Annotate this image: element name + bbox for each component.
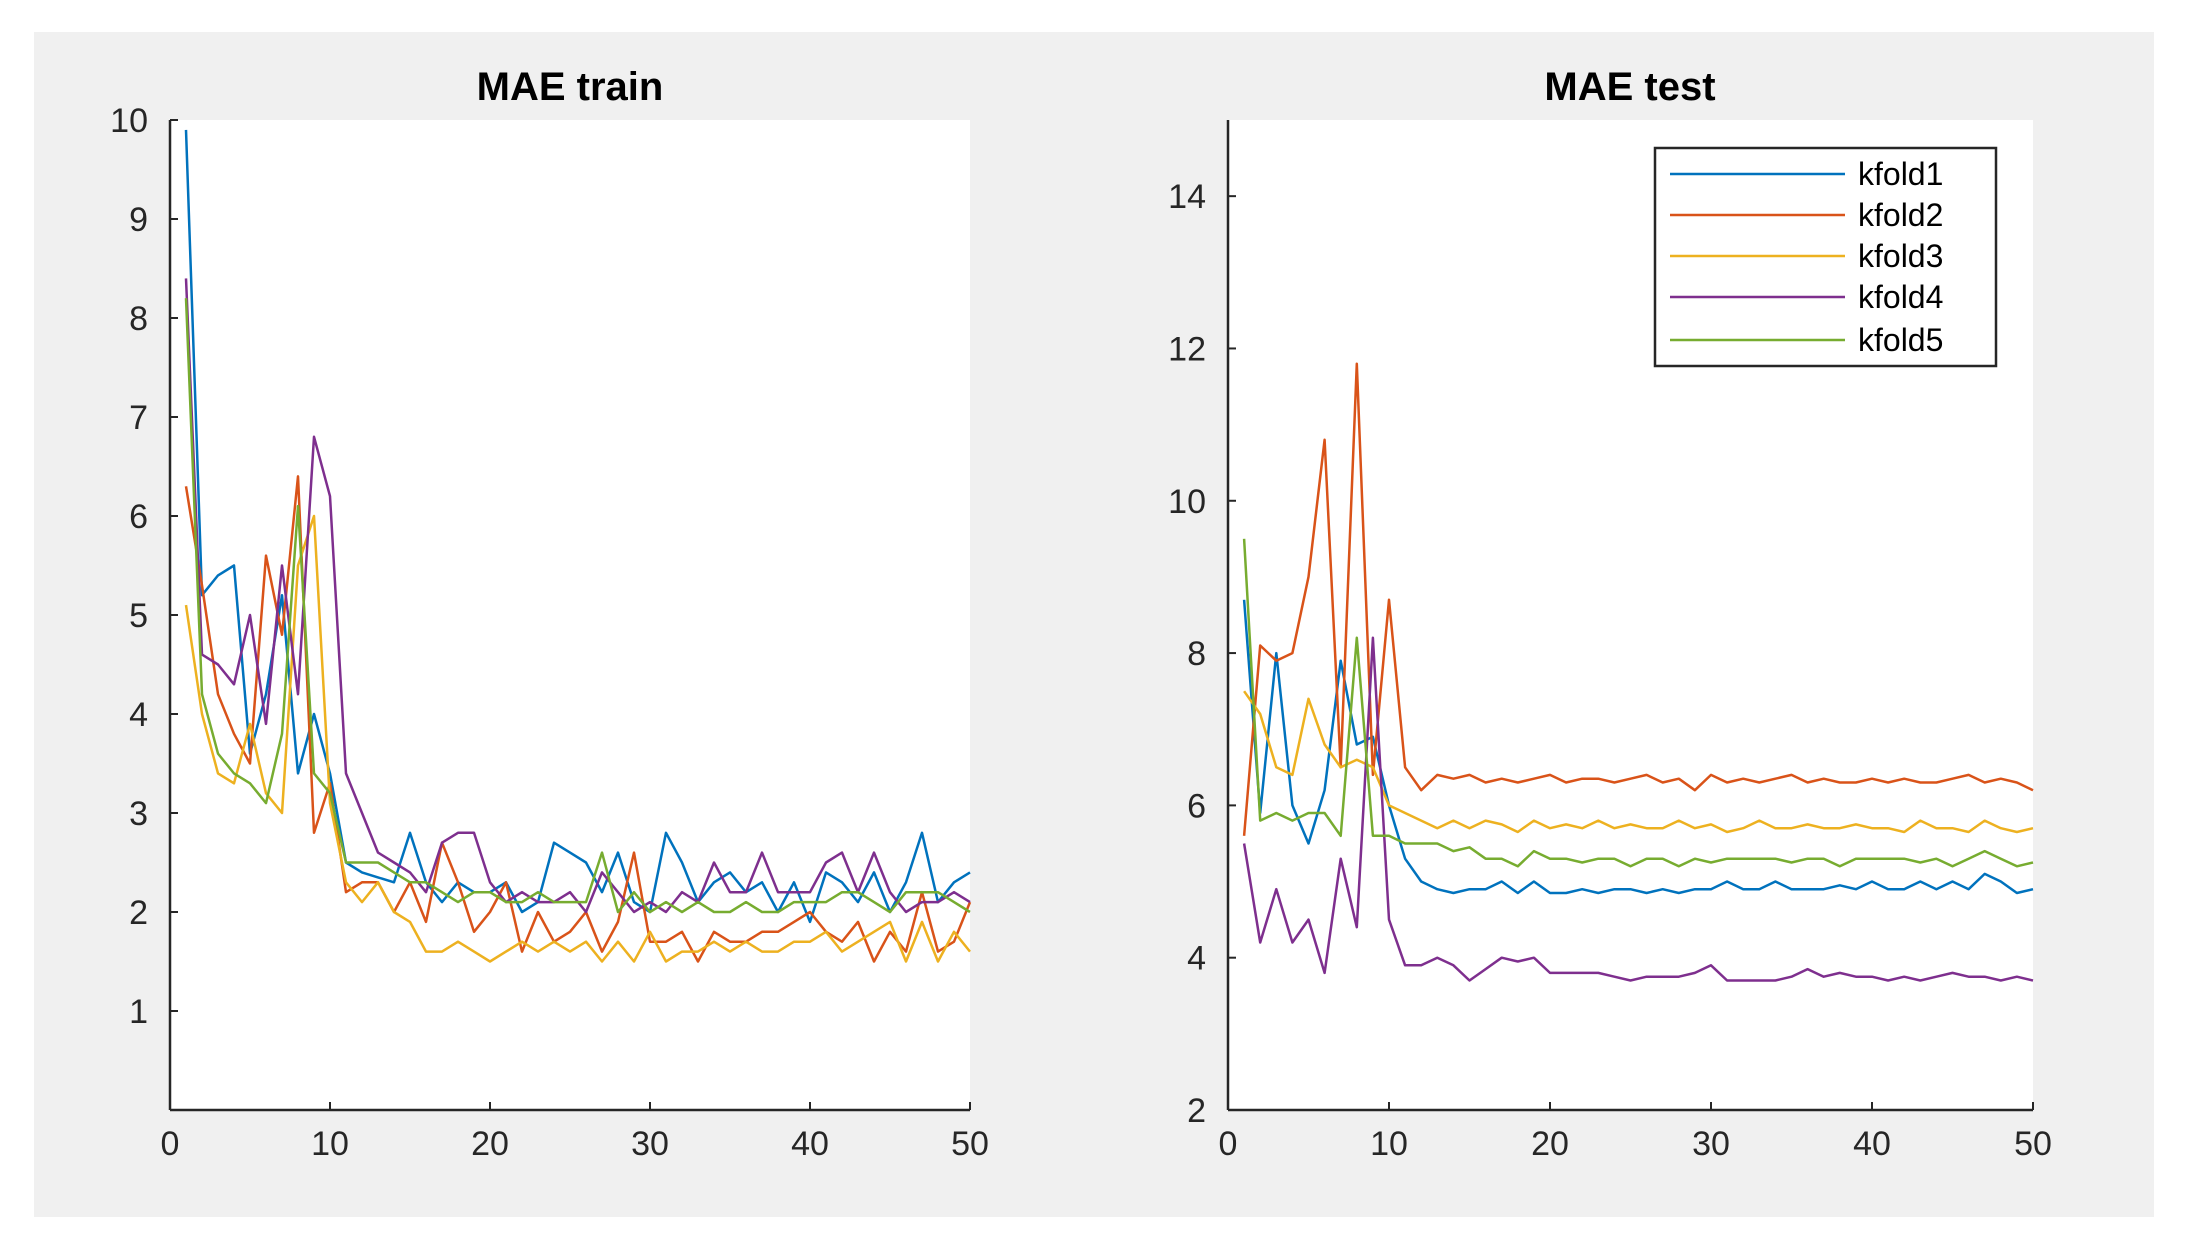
y-tick-label: 1 (129, 993, 148, 1031)
series-layer (1242, 362, 2034, 982)
legend-entry-kfold1: kfold1 (1670, 156, 1943, 192)
legend-entry-kfold4: kfold4 (1670, 279, 1943, 315)
legend-label: kfold3 (1858, 238, 1943, 274)
y-tick-label: 9 (129, 201, 148, 239)
chart-title: MAE test (1544, 65, 1715, 109)
y-tick-label: 12 (1168, 330, 1206, 368)
x-tick-label: 10 (1370, 1125, 1408, 1163)
x-tick-label: 20 (1531, 1125, 1569, 1163)
x-tick-label: 50 (2014, 1125, 2052, 1163)
x-tick-label: 10 (311, 1125, 349, 1163)
legend-label: kfold2 (1858, 197, 1943, 233)
series-line-kfold2 (184, 475, 972, 963)
x-tick-label: 40 (1853, 1125, 1891, 1163)
series-line-kfold3 (184, 514, 971, 963)
y-tick-label: 10 (110, 102, 148, 140)
y-tick-label: 8 (1187, 635, 1206, 673)
series-line-kfold1 (184, 129, 971, 924)
legend: kfold1 kfold2 kfold3 kfold4 kfold5 (1653, 146, 1998, 368)
chart-title: MAE train (477, 65, 664, 109)
y-tick-label: 10 (1168, 483, 1206, 521)
y-tick-label: 4 (129, 696, 148, 734)
y-tick-label: 5 (129, 597, 148, 635)
y-tick-label: 8 (129, 300, 148, 338)
legend-label: kfold4 (1858, 279, 1943, 315)
x-tick-label: 50 (951, 1125, 989, 1163)
y-tick-label: 4 (1187, 940, 1206, 978)
axes-mae-train: MAE train 0 10 20 30 40 50 1 2 3 4 5 6 7 8 9 10 (110, 65, 989, 1163)
ticks-layer: 0 10 20 30 40 50 1 2 3 4 5 6 7 8 9 10 (110, 102, 989, 1163)
legend-entry-kfold3: kfold3 (1670, 238, 1943, 274)
x-tick-label: 20 (471, 1125, 509, 1163)
y-tick-label: 3 (129, 795, 148, 833)
series-line-kfold4 (1242, 636, 2034, 982)
y-tick-label: 7 (129, 399, 148, 437)
legend-label: kfold5 (1858, 322, 1943, 358)
y-tick-label: 6 (1187, 787, 1206, 825)
legend-entry-kfold5: kfold5 (1670, 322, 1943, 358)
y-tick-label: 14 (1168, 178, 1206, 216)
legend-label: kfold1 (1858, 156, 1943, 192)
x-tick-label: 0 (161, 1125, 180, 1163)
legend-entry-kfold2: kfold2 (1670, 197, 1943, 233)
series-line-kfold3 (1243, 690, 2034, 834)
series-line-kfold2 (1242, 362, 2034, 836)
x-tick-label: 40 (791, 1125, 829, 1163)
series-line-kfold5 (184, 298, 971, 914)
x-tick-label: 30 (631, 1125, 669, 1163)
series-layer (184, 129, 972, 963)
axes-mae-test: MAE test 0 10 20 30 40 50 2 4 6 8 10 12 14 kfold1 kf… (1168, 65, 2052, 1163)
x-tick-label: 0 (1219, 1125, 1238, 1163)
y-tick-label: 2 (1187, 1092, 1206, 1130)
ticks-layer: 0 10 20 30 40 50 2 4 6 8 10 12 14 (1168, 178, 2052, 1163)
y-tick-label: 2 (129, 894, 148, 932)
y-tick-label: 6 (129, 498, 148, 536)
series-line-kfold5 (1242, 538, 2034, 868)
x-tick-label: 30 (1692, 1125, 1730, 1163)
